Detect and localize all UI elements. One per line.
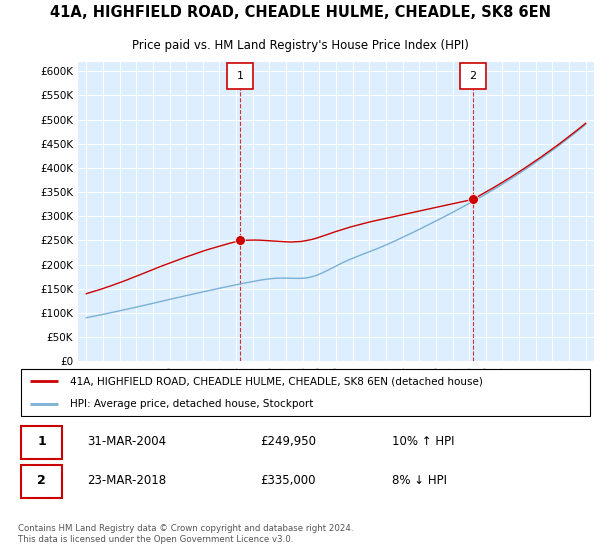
- FancyBboxPatch shape: [227, 63, 253, 88]
- FancyBboxPatch shape: [21, 465, 62, 498]
- Text: Price paid vs. HM Land Registry's House Price Index (HPI): Price paid vs. HM Land Registry's House …: [131, 39, 469, 53]
- Text: 1: 1: [37, 435, 46, 448]
- Text: 2: 2: [469, 71, 476, 81]
- Text: 31-MAR-2004: 31-MAR-2004: [87, 435, 166, 448]
- FancyBboxPatch shape: [21, 370, 590, 416]
- Text: 1: 1: [237, 71, 244, 81]
- FancyBboxPatch shape: [460, 63, 486, 88]
- Text: 41A, HIGHFIELD ROAD, CHEADLE HULME, CHEADLE, SK8 6EN: 41A, HIGHFIELD ROAD, CHEADLE HULME, CHEA…: [49, 6, 551, 20]
- FancyBboxPatch shape: [21, 426, 62, 459]
- Text: HPI: Average price, detached house, Stockport: HPI: Average price, detached house, Stoc…: [70, 399, 313, 409]
- Point: [468, 195, 478, 204]
- Text: 2: 2: [37, 474, 46, 487]
- Text: £335,000: £335,000: [260, 474, 316, 487]
- Text: 10% ↑ HPI: 10% ↑ HPI: [392, 435, 455, 448]
- Text: 8% ↓ HPI: 8% ↓ HPI: [392, 474, 448, 487]
- Text: Contains HM Land Registry data © Crown copyright and database right 2024.
This d: Contains HM Land Registry data © Crown c…: [18, 524, 353, 544]
- Point: [235, 236, 245, 245]
- Text: 41A, HIGHFIELD ROAD, CHEADLE HULME, CHEADLE, SK8 6EN (detached house): 41A, HIGHFIELD ROAD, CHEADLE HULME, CHEA…: [70, 376, 483, 386]
- Text: £249,950: £249,950: [260, 435, 316, 448]
- Text: 23-MAR-2018: 23-MAR-2018: [87, 474, 166, 487]
